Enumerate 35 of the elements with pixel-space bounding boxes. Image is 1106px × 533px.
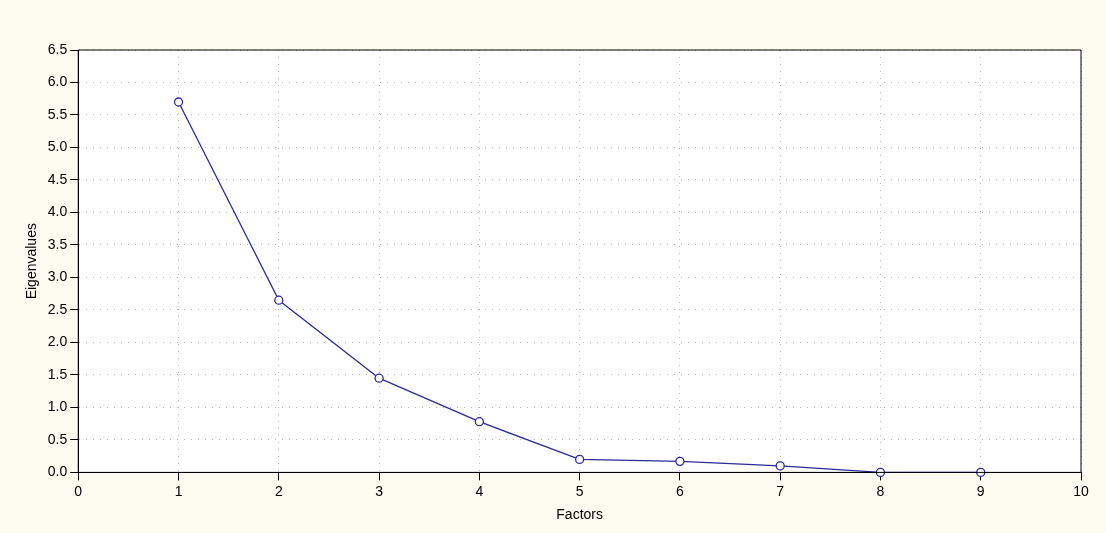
point bbox=[374, 373, 384, 383]
y-tick-label: 4.5 bbox=[47, 170, 68, 187]
point bbox=[875, 467, 886, 478]
point bbox=[775, 461, 785, 471]
point bbox=[173, 97, 184, 107]
x-tick-label: 3 bbox=[375, 482, 384, 499]
point bbox=[474, 417, 485, 427]
y-tick-label: 6.0 bbox=[47, 73, 68, 90]
y-tick-label: 5.5 bbox=[47, 105, 68, 122]
y-axis-title: Eigenvalues bbox=[23, 223, 40, 300]
y-tick-label: 2.0 bbox=[47, 333, 68, 350]
point bbox=[274, 295, 284, 305]
y-tick-label: 6.5 bbox=[47, 40, 68, 57]
x-axis-title: Factors bbox=[556, 506, 603, 523]
y-tick-label: 5.0 bbox=[47, 138, 68, 155]
x-tick-label: 9 bbox=[976, 482, 985, 499]
point bbox=[574, 454, 585, 465]
y-tick-label: 3.0 bbox=[47, 268, 68, 285]
x-tick-label: 10 bbox=[1073, 482, 1089, 499]
y-tick-label: 3.5 bbox=[47, 235, 68, 252]
x-tick-label: 8 bbox=[876, 482, 885, 499]
x-tick-label: 4 bbox=[475, 482, 484, 499]
x-tick-label: 1 bbox=[174, 482, 183, 499]
y-tick-label: 1.0 bbox=[47, 398, 68, 415]
point bbox=[675, 456, 685, 466]
y-tick-label: 1.5 bbox=[47, 365, 68, 382]
y-tick-label: 0.5 bbox=[47, 430, 68, 447]
x-tick-label: 5 bbox=[575, 482, 584, 499]
x-tick-label: 6 bbox=[676, 482, 685, 499]
y-tick-label: 0.0 bbox=[47, 463, 68, 480]
x-tick-label: 7 bbox=[776, 482, 785, 499]
x-tick-label: 2 bbox=[274, 482, 283, 499]
y-tick-label: 2.5 bbox=[47, 300, 68, 317]
x-tick-label: 0 bbox=[74, 482, 83, 499]
y-tick-label: 4.0 bbox=[47, 203, 68, 220]
